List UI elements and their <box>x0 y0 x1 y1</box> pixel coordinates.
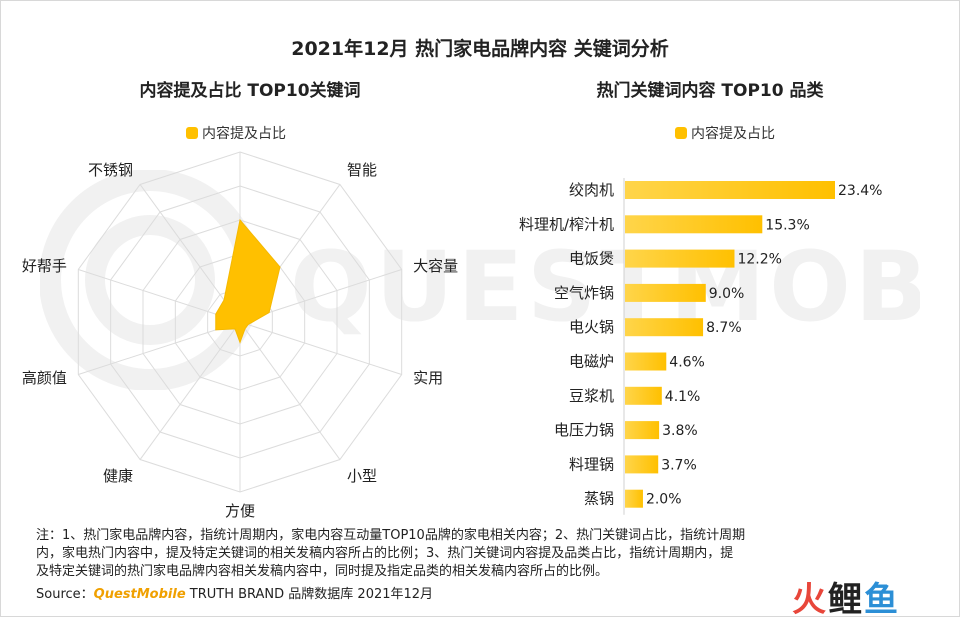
radar-axis-label: 方便 <box>225 502 255 520</box>
radar-spoke <box>78 268 241 323</box>
logo-char: 火 <box>792 580 828 620</box>
bar <box>625 318 704 337</box>
bar-category-label: 电磁炉 <box>569 353 614 371</box>
bar-value-label: 9.0% <box>709 286 745 302</box>
radar-title: 内容提及占比 TOP10关键词 <box>139 81 361 101</box>
bar <box>625 283 706 302</box>
radar-axis-label: 大容量 <box>413 257 458 275</box>
radar-data-area <box>215 218 281 344</box>
bar-value-label: 4.6% <box>669 355 705 371</box>
bar-value-label: 12.2% <box>737 252 781 268</box>
radar-chart: 多功能智能大容量实用小型方便健康高颜值好帮手不锈钢 <box>22 151 458 520</box>
source-suffix: TRUTH BRAND 品牌数据库 2021年12月 <box>185 587 434 602</box>
radar-axis-label: 小型 <box>347 467 377 485</box>
source-prefix: Source： <box>36 587 94 602</box>
bar-category-label: 电饭煲 <box>569 250 614 268</box>
bar <box>625 421 660 440</box>
bar-value-label: 23.4% <box>838 183 882 199</box>
source-brand: QuestMobile <box>93 587 186 602</box>
radar-axis-label: 好帮手 <box>22 257 67 275</box>
bar <box>625 352 667 371</box>
logo: 火鲤鱼 <box>792 572 900 621</box>
radar-spoke <box>78 321 241 376</box>
radar-spoke <box>239 321 341 460</box>
bar <box>625 489 643 508</box>
bar-category-label: 蒸锅 <box>584 490 614 508</box>
bar-title: 热门关键词内容 TOP10 品类 <box>596 81 824 101</box>
radar-axis-label: 实用 <box>413 369 443 387</box>
bar <box>625 181 835 199</box>
bar-category-label: 电火锅 <box>569 318 614 336</box>
bar-value-label: 2.0% <box>646 492 682 508</box>
bar-category-label: 料理机/榨汁机 <box>519 215 614 233</box>
radar-axis-label: 不锈钢 <box>88 161 133 179</box>
bar <box>625 455 659 474</box>
watermark: QUESTMOBILE <box>40 170 920 390</box>
radar-spoke <box>139 184 241 323</box>
source: Source：QuestMobile TRUTH BRAND 品牌数据库 202… <box>36 583 433 602</box>
radar-axis-label: 智能 <box>347 161 377 179</box>
bar-value-label: 4.1% <box>665 389 701 405</box>
bar <box>625 386 662 405</box>
legend-label: 内容提及占比 <box>691 126 775 142</box>
logo-char: 鲤 <box>828 580 864 620</box>
bar-category-label: 绞肉机 <box>569 181 614 199</box>
bar-chart: 绞肉机 23.4% 料理机/榨汁机 15.3% 电饭煲 12.2% 空气炸锅 9.0% 电火锅 8… <box>519 178 882 515</box>
radar-spoke <box>239 321 402 376</box>
bar-category-label: 电压力锅 <box>554 421 614 439</box>
note-line: 内，家电热门内容中，提及特定关键词的相关发稿内容所占的比例；3、热门关键词内容提… <box>36 546 734 561</box>
radar-spoke <box>139 321 241 460</box>
radar-axis-label: 高颜值 <box>22 369 67 387</box>
bar-legend: 内容提及占比 <box>675 123 775 143</box>
bar-value-label: 3.7% <box>661 457 697 473</box>
bar-category-label: 空气炸锅 <box>554 284 614 302</box>
bar-value-label: 8.7% <box>706 320 742 336</box>
legend-swatch <box>186 127 198 139</box>
bar-category-label: 豆浆机 <box>569 387 614 405</box>
notes: 注：1、热门家电品牌内容，指统计周期内，家电内容互动量TOP10品牌的家电相关内… <box>36 527 916 581</box>
bar-value-label: 15.3% <box>765 217 809 233</box>
logo-char: 鱼 <box>864 580 900 620</box>
legend-label: 内容提及占比 <box>202 126 286 142</box>
legend-swatch <box>675 127 687 139</box>
bar-category-label: 料理锅 <box>569 455 614 473</box>
radar-axis-label: 健康 <box>103 467 133 485</box>
note-line: 注：1、热门家电品牌内容，指统计周期内，家电内容互动量TOP10品牌的家电相关内… <box>36 528 746 543</box>
bar <box>625 215 763 234</box>
watermark-text: QUESTMOBILE <box>290 231 920 343</box>
radar-legend: 内容提及占比 <box>186 123 286 143</box>
bar-value-label: 3.8% <box>662 423 698 439</box>
bar <box>625 249 735 268</box>
note-line: 及特定关键词的热门家电品牌内容相关发稿内容中，同时提及指定品类的相关发稿内容所占… <box>36 564 609 579</box>
main-title: 2021年12月 热门家电品牌内容 关键词分析 <box>291 38 669 60</box>
